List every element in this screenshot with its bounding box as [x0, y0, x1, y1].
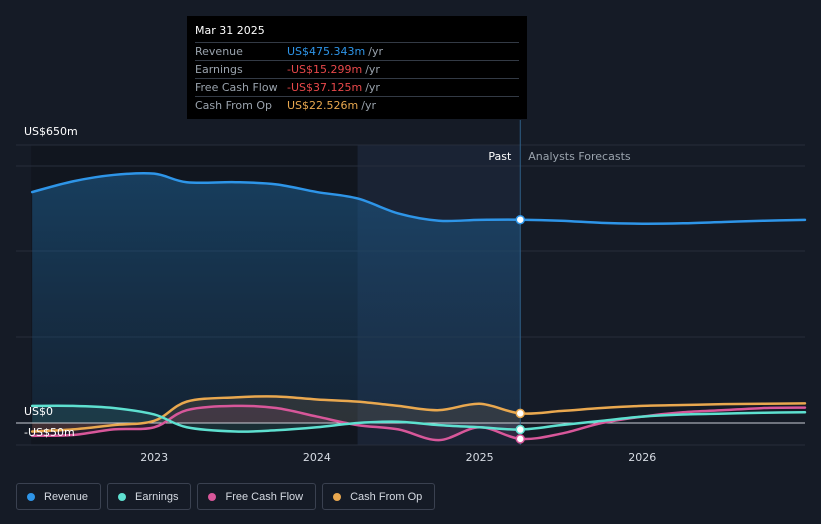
tooltip-unit: /yr [368, 45, 383, 58]
legend-dot-icon [27, 492, 35, 501]
tooltip-row-earnings: Earnings -US$15.299m /yr [195, 60, 519, 78]
legend-item-free-cash-flow[interactable]: Free Cash Flow [197, 483, 317, 510]
tooltip-label: Free Cash Flow [195, 81, 278, 94]
series-line-free-cash-flow [30, 404, 807, 442]
tooltip-value: US$22.526m [287, 99, 359, 112]
legend-label: Free Cash Flow [225, 490, 304, 503]
marker-earnings [515, 424, 526, 435]
tooltip-date: Mar 31 2025 [195, 24, 265, 37]
tooltip-label: Earnings [195, 63, 243, 76]
series-line-cash-from-op [30, 395, 807, 433]
x-tick-label: 2026 [628, 451, 656, 464]
series-line-earnings [30, 404, 807, 433]
section-label-past: Past [488, 150, 512, 163]
tooltip-unit: /yr [361, 99, 376, 112]
legend-dot-icon [118, 492, 127, 501]
tooltip-unit: /yr [365, 81, 380, 94]
tooltip-value: -US$37.125m [287, 81, 363, 94]
legend-dot-icon [208, 492, 217, 501]
series-line-revenue [30, 171, 807, 225]
y-axis-label-top: US$650m [24, 125, 78, 138]
legend-item-cash-from-op[interactable]: Cash From Op [322, 483, 436, 510]
tooltip-row-revenue: Revenue US$475.343m /yr [195, 42, 519, 60]
legend-dot-icon [333, 492, 342, 501]
marker-free-cash-flow [515, 434, 526, 444]
y-axis-label-zero: US$0 [24, 405, 53, 418]
tooltip-label: Cash From Op [195, 99, 273, 112]
revenue-area [32, 173, 521, 423]
chart-legend: Revenue Earnings Free Cash Flow Cash Fro… [16, 483, 436, 510]
tooltip-value: US$475.343m [287, 45, 366, 58]
hover-tooltip: Mar 31 2025 Revenue US$475.343m /yr Earn… [187, 16, 527, 119]
series-area-earnings [32, 405, 521, 432]
legend-item-earnings[interactable]: Earnings [107, 483, 192, 510]
tooltip-value: -US$15.299m [287, 63, 363, 76]
x-tick-label: 2023 [140, 451, 168, 464]
legend-label: Revenue [44, 490, 89, 503]
legend-label: Cash From Op [350, 490, 423, 503]
tooltip-row-free-cash-flow: Free Cash Flow -US$37.125m /yr [195, 78, 519, 96]
section-label-forecast: Analysts Forecasts [528, 150, 631, 163]
legend-item-revenue[interactable]: Revenue [16, 483, 102, 510]
tooltip-label: Revenue [195, 45, 243, 58]
x-tick-label: 2025 [466, 451, 494, 464]
tooltip-unit: /yr [365, 63, 380, 76]
legend-label: Earnings [135, 490, 179, 503]
x-tick-label: 2024 [303, 451, 331, 464]
marker-cash-from-op [515, 408, 526, 419]
y-axis-label-bottom: -US$50m [24, 426, 75, 439]
marker-revenue [515, 214, 526, 225]
tooltip-row-cash-from-op: Cash From Op US$22.526m /yr [195, 96, 519, 114]
